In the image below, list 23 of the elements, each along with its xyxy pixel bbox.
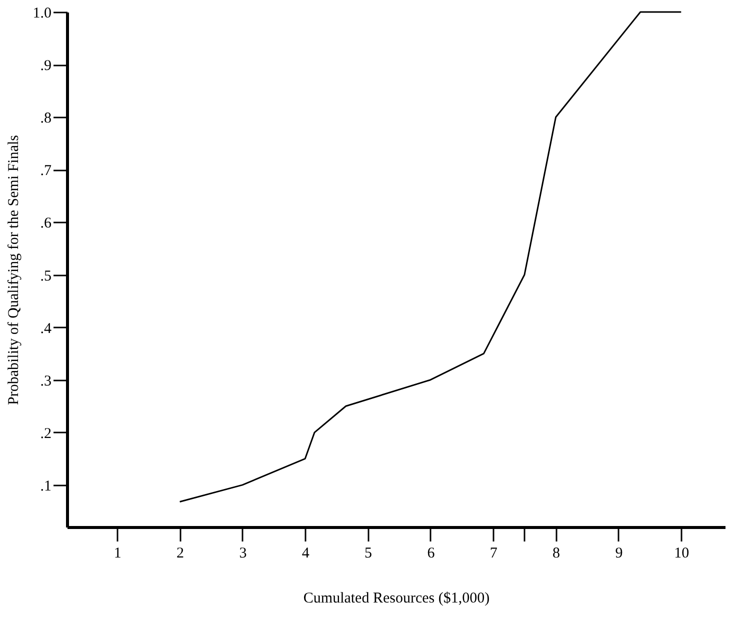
x-tick-label: 4 xyxy=(302,546,310,562)
x-tick-label: 3 xyxy=(239,546,247,562)
y-tick-label: .9 xyxy=(40,58,52,74)
y-tick-label: .3 xyxy=(40,373,52,390)
y-tick-label: .4 xyxy=(40,320,52,337)
y-axis-title: Probability of Qualifying for the Semi Finals xyxy=(6,134,22,405)
x-tick-label: 8 xyxy=(552,546,560,562)
y-tick-label: .2 xyxy=(40,426,52,442)
line-series xyxy=(179,11,682,503)
x-tick-label: 5 xyxy=(364,546,372,562)
x-tick-label: 6 xyxy=(427,546,436,562)
x-tick-label: 2 xyxy=(176,546,184,562)
x-tick-label: 7 xyxy=(490,546,498,562)
x-tick-label: 1 xyxy=(114,546,122,562)
x-tick-label: 10 xyxy=(674,546,690,562)
y-tick-label: .8 xyxy=(40,110,52,127)
y-tick-label: .6 xyxy=(40,216,52,232)
x-axis-title: Cumulated Resources ($1,000) xyxy=(303,590,490,606)
y-tick-label: .7 xyxy=(40,163,52,180)
y-tick-label: .1 xyxy=(40,478,52,494)
y-tick-label: 1.0 xyxy=(32,6,52,22)
y-tick-label: .5 xyxy=(40,268,52,284)
x-tick-label: 9 xyxy=(615,546,623,562)
